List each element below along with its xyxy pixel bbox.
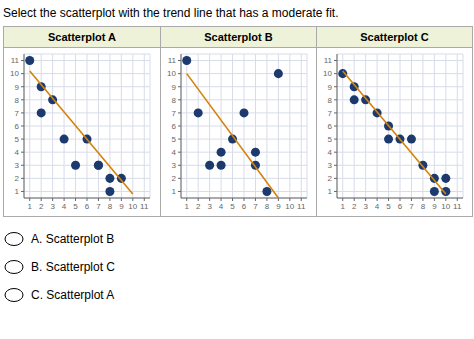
svg-text:7: 7 — [253, 202, 258, 211]
svg-text:3: 3 — [328, 161, 333, 170]
svg-text:9: 9 — [276, 202, 281, 211]
svg-text:11: 11 — [11, 56, 20, 65]
svg-text:4: 4 — [62, 202, 67, 211]
svg-text:1: 1 — [15, 187, 20, 196]
svg-text:11: 11 — [324, 56, 333, 65]
svg-text:8: 8 — [328, 96, 333, 105]
svg-text:7: 7 — [409, 202, 414, 211]
html-text:Scatterplot C: Scatterplot C — [360, 31, 429, 43]
svg-text:1: 1 — [185, 202, 190, 211]
svg-text:10: 10 — [167, 69, 176, 78]
svg-text:9: 9 — [432, 202, 437, 211]
svg-text:9: 9 — [328, 83, 333, 92]
svg-text:1: 1 — [172, 187, 177, 196]
svg-text:6: 6 — [172, 122, 177, 131]
svg-text:9: 9 — [172, 83, 177, 92]
svg-text:9: 9 — [119, 202, 124, 211]
svg-text:5: 5 — [73, 202, 78, 211]
svg-text:6: 6 — [398, 202, 403, 211]
svg-text:5: 5 — [328, 135, 333, 144]
svg-text:9: 9 — [15, 83, 20, 92]
svg-text:8: 8 — [265, 202, 270, 211]
html-text:Select the scatterplot with th: Select the scatterplot with the trend li… — [3, 6, 339, 20]
svg-text:7: 7 — [328, 109, 333, 118]
svg-text:6: 6 — [15, 122, 20, 131]
svg-text:7: 7 — [96, 202, 101, 211]
svg-text:11: 11 — [140, 202, 149, 211]
html-text:B. Scatterplot C: B. Scatterplot C — [31, 260, 115, 274]
svg-text:5: 5 — [15, 135, 20, 144]
svg-text:6: 6 — [85, 202, 90, 211]
svg-text:2: 2 — [15, 174, 20, 183]
svg-text:10: 10 — [128, 202, 137, 211]
svg-text:1: 1 — [28, 202, 33, 211]
svg-text:3: 3 — [207, 202, 212, 211]
svg-text:6: 6 — [242, 202, 247, 211]
svg-text:4: 4 — [172, 148, 177, 157]
svg-text:1: 1 — [328, 187, 333, 196]
svg-text:4: 4 — [15, 148, 20, 157]
svg-text:1: 1 — [341, 202, 346, 211]
svg-text:4: 4 — [328, 148, 333, 157]
svg-text:4: 4 — [375, 202, 380, 211]
svg-text:3: 3 — [172, 161, 177, 170]
svg-text:5: 5 — [172, 135, 177, 144]
html-text:Scatterplot B: Scatterplot B — [204, 31, 273, 43]
svg-text:8: 8 — [172, 96, 177, 105]
svg-text:11: 11 — [297, 202, 306, 211]
svg-text:5: 5 — [386, 202, 391, 211]
svg-text:10: 10 — [285, 202, 294, 211]
svg-text:5: 5 — [230, 202, 235, 211]
svg-text:3: 3 — [363, 202, 368, 211]
svg-text:8: 8 — [108, 202, 113, 211]
svg-text:10: 10 — [10, 69, 19, 78]
svg-text:7: 7 — [15, 109, 20, 118]
svg-text:2: 2 — [196, 202, 201, 211]
svg-text:3: 3 — [50, 202, 55, 211]
svg-text:2: 2 — [39, 202, 44, 211]
svg-text:11: 11 — [453, 202, 462, 211]
html-text:C. Scatterplot A: C. Scatterplot A — [31, 288, 115, 302]
svg-text:10: 10 — [323, 69, 332, 78]
svg-text:2: 2 — [328, 174, 333, 183]
svg-text:8: 8 — [15, 96, 20, 105]
svg-text:10: 10 — [441, 202, 450, 211]
svg-text:2: 2 — [352, 202, 357, 211]
svg-text:7: 7 — [172, 109, 177, 118]
html-text:A. Scatterplot B: A. Scatterplot B — [31, 232, 115, 246]
svg-text:2: 2 — [172, 174, 177, 183]
svg-text:6: 6 — [328, 122, 333, 131]
svg-text:11: 11 — [168, 56, 177, 65]
svg-text:8: 8 — [421, 202, 426, 211]
svg-text:3: 3 — [15, 161, 20, 170]
svg-text:4: 4 — [219, 202, 224, 211]
html-text:Scatterplot A: Scatterplot A — [48, 31, 116, 43]
